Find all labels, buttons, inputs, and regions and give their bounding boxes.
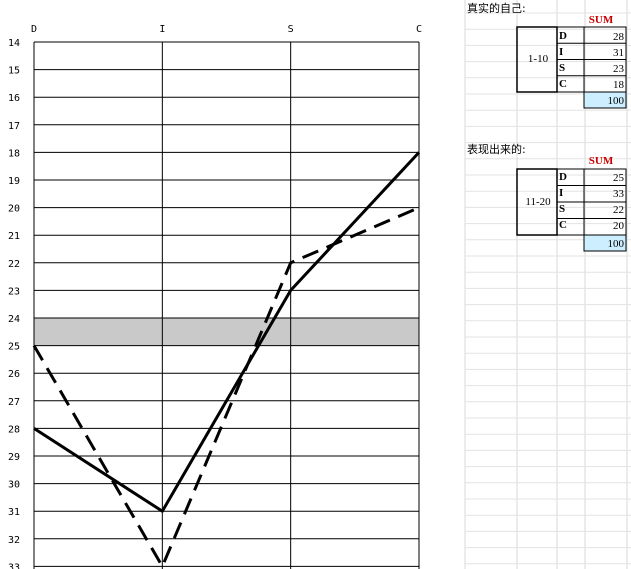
y-tick-label: 18 xyxy=(8,148,20,159)
y-tick-label: 19 xyxy=(8,176,20,187)
y-tick-label: 22 xyxy=(8,259,20,270)
y-tick-label: 16 xyxy=(8,93,20,104)
y-tick-label: 14 xyxy=(8,38,20,49)
y-tick-label: 15 xyxy=(8,66,20,77)
y-tick-label: 21 xyxy=(8,231,20,242)
total-cell-2 xyxy=(583,234,627,252)
category-label-C: C xyxy=(416,24,422,35)
series-line-solid xyxy=(33,151,421,513)
category-label-S: S xyxy=(288,24,294,35)
highlight-band xyxy=(34,318,419,346)
category-label-D: D xyxy=(31,24,37,35)
y-tick-label: 31 xyxy=(8,507,20,518)
y-tick-label: 30 xyxy=(8,480,20,491)
y-tick-label: 26 xyxy=(8,369,20,380)
y-tick-label: 33 xyxy=(8,562,20,569)
y-tick-label: 23 xyxy=(8,286,20,297)
total-cell-1 xyxy=(583,91,627,109)
y-tick-label: 20 xyxy=(8,204,20,215)
y-tick-label: 32 xyxy=(8,535,20,546)
category-label-I: I xyxy=(159,24,165,35)
y-tick-label: 27 xyxy=(8,397,20,408)
y-tick-label: 29 xyxy=(8,452,20,463)
y-tick-label: 17 xyxy=(8,121,20,132)
y-tick-label: 25 xyxy=(8,342,20,353)
y-tick-label: 24 xyxy=(8,314,20,325)
y-tick-label: 28 xyxy=(8,424,20,435)
series-line-dashed xyxy=(32,206,420,568)
